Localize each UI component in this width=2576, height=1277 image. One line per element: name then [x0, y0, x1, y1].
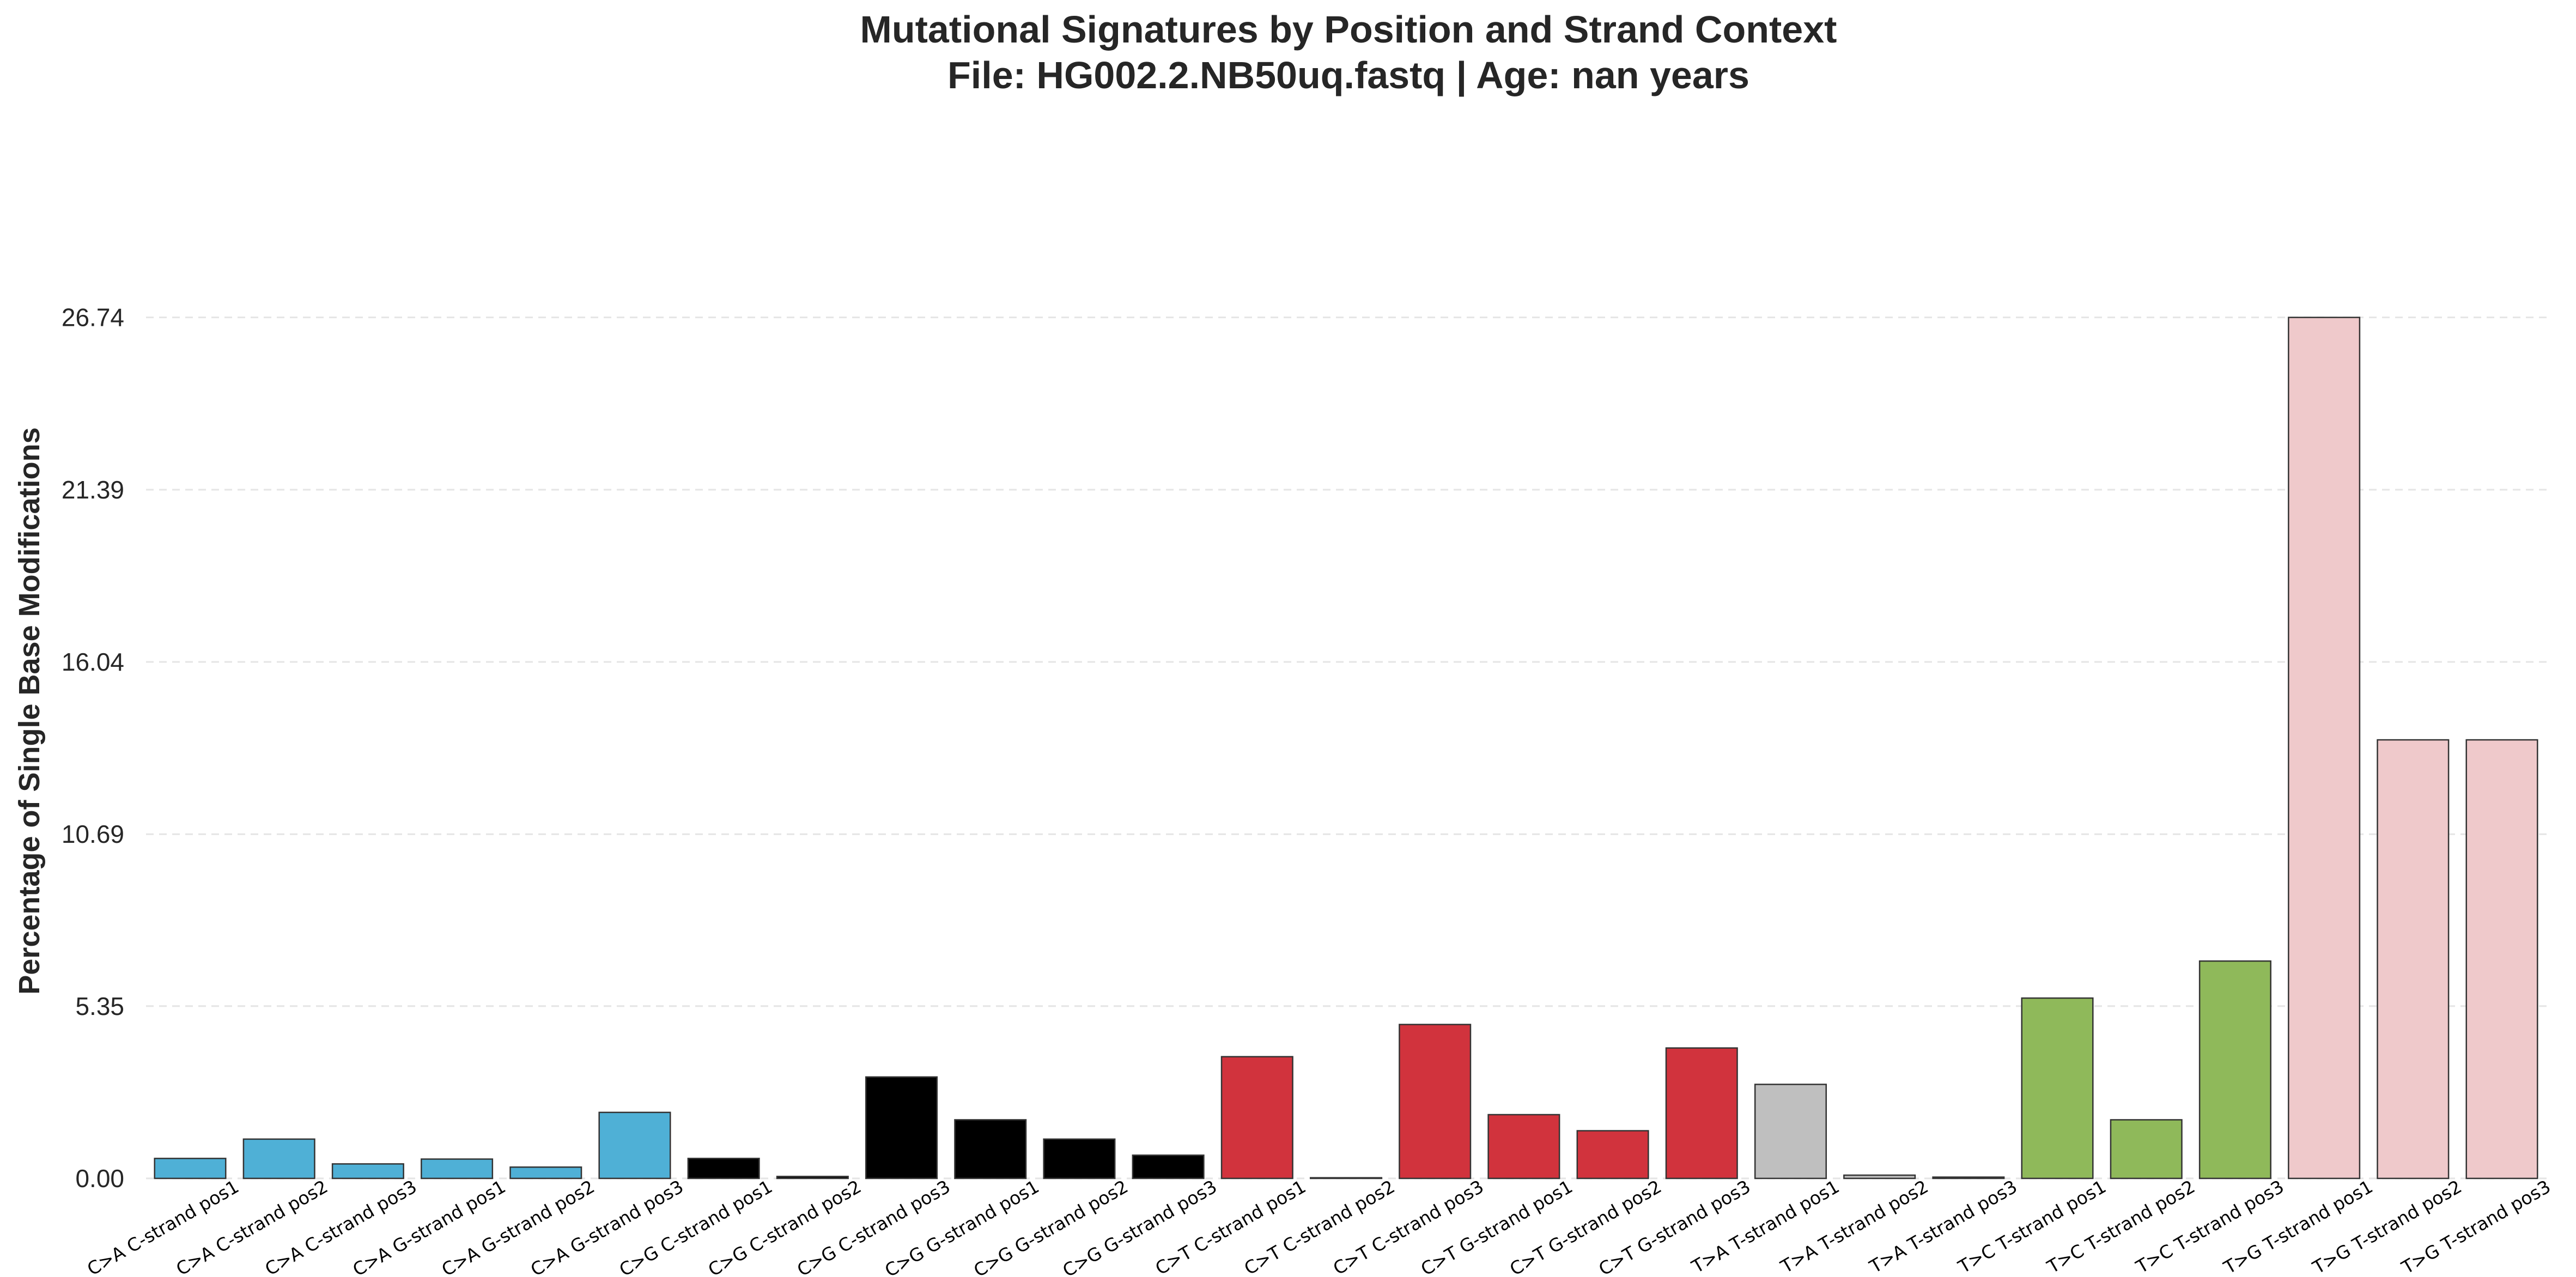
bar — [242, 1138, 315, 1179]
x-tick-label: C>T G-strand pos2 — [1506, 1176, 1665, 1277]
bar — [1220, 1056, 1293, 1179]
bar — [1576, 1130, 1649, 1179]
x-tick-label: T>C T-strand pos2 — [2043, 1176, 2198, 1277]
bar — [1043, 1138, 1116, 1179]
y-tick-label: 21.39 — [62, 476, 124, 504]
x-tick-label: C>A C-strand pos2 — [172, 1176, 331, 1277]
bar — [1932, 1176, 2005, 1179]
bar — [1843, 1174, 1916, 1179]
gridlines — [146, 317, 2550, 1179]
x-tick-label: T>A T-strand pos1 — [1688, 1176, 1843, 1277]
x-tick-label: C>A G-strand pos2 — [438, 1176, 598, 1277]
x-tick-label: C>A C-strand pos3 — [262, 1176, 421, 1277]
bar — [2198, 960, 2271, 1179]
x-tick-label: T>A T-strand pos2 — [1777, 1176, 1932, 1277]
x-tick-label: C>A G-strand pos3 — [527, 1176, 687, 1277]
x-tick-label: C>G C-strand pos2 — [704, 1176, 865, 1277]
y-tick-label: 26.74 — [62, 303, 124, 332]
bar — [1132, 1154, 1205, 1179]
bar — [331, 1163, 404, 1179]
x-tick-label: C>T G-strand pos1 — [1417, 1176, 1576, 1277]
x-tick-label: T>G T-strand pos3 — [2397, 1176, 2554, 1277]
x-tick-label: C>G G-strand pos3 — [1059, 1176, 1220, 1277]
x-tick-label: T>A T-strand pos3 — [1866, 1176, 2021, 1277]
x-tick-label: C>A G-strand pos1 — [349, 1176, 509, 1277]
bar — [2465, 739, 2538, 1179]
y-axis-label: Percentage of Single Base Modifications — [13, 427, 46, 994]
bar — [2377, 739, 2450, 1179]
bars — [154, 317, 2538, 1179]
y-tick-label: 10.69 — [62, 820, 124, 848]
x-tick-label: C>G G-strand pos2 — [970, 1176, 1131, 1277]
x-tick-label: C>G G-strand pos1 — [881, 1176, 1042, 1277]
chart-subtitle: File: HG002.2.NB50uq.fastq | Age: nan ye… — [947, 54, 1749, 97]
bar — [776, 1176, 849, 1179]
bar — [154, 1158, 227, 1179]
y-tick-label: 0.00 — [75, 1164, 124, 1193]
x-tick-label: T>G T-strand pos1 — [2220, 1176, 2377, 1277]
x-tick-label: C>G C-strand pos3 — [793, 1176, 953, 1277]
y-axis-ticks: 0.00 5.35 10.69 16.04 21.39 26.74 — [62, 303, 124, 1193]
x-tick-label: C>T C-strand pos1 — [1152, 1176, 1310, 1277]
bar — [865, 1076, 938, 1179]
x-tick-label: C>T G-strand pos3 — [1595, 1176, 1754, 1277]
bar — [1754, 1084, 1827, 1179]
chart-title: Mutational Signatures by Position and St… — [860, 8, 1837, 51]
x-tick-label: C>G C-strand pos1 — [616, 1176, 776, 1277]
x-tick-label: C>T C-strand pos2 — [1241, 1176, 1399, 1277]
bar — [509, 1166, 582, 1179]
bar — [687, 1158, 760, 1179]
bar — [1487, 1114, 1560, 1179]
bar — [954, 1119, 1027, 1179]
x-tick-label: T>C T-strand pos3 — [2132, 1176, 2287, 1277]
x-tick-label: C>T C-strand pos3 — [1329, 1176, 1487, 1277]
y-tick-label: 5.35 — [75, 992, 124, 1020]
bar — [1399, 1024, 1472, 1179]
x-tick-label: T>G T-strand pos2 — [2308, 1176, 2465, 1277]
x-tick-label: T>C T-strand pos1 — [1954, 1176, 2110, 1277]
y-tick-label: 16.04 — [62, 648, 124, 676]
bar — [2288, 317, 2361, 1179]
bar — [598, 1111, 671, 1179]
bar — [2110, 1119, 2183, 1179]
bar — [1665, 1047, 1738, 1179]
bar — [421, 1158, 494, 1179]
bar — [2021, 997, 2094, 1179]
